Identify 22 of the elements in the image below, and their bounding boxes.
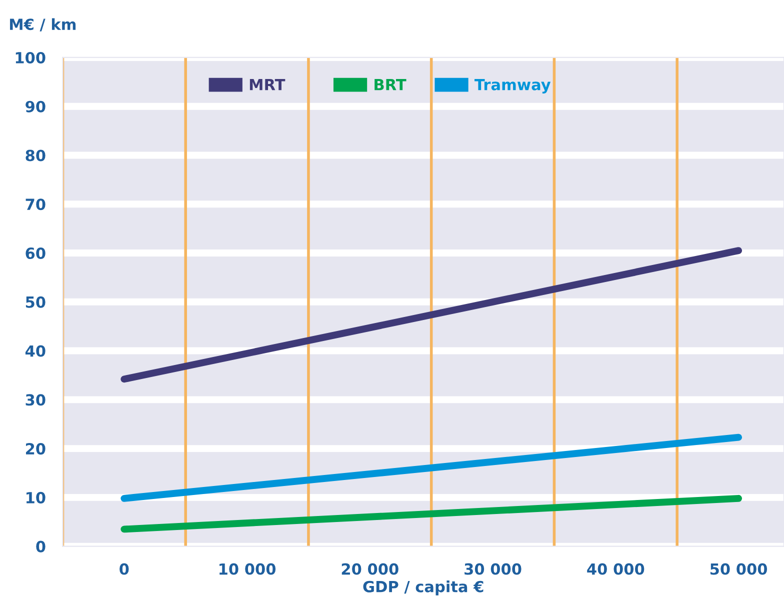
x-tick-label: 50 000 xyxy=(710,563,768,575)
y-tick-label: 20 xyxy=(26,443,46,455)
x-tick-label: 20 000 xyxy=(342,563,398,575)
y-axis-title: M€ / km xyxy=(10,18,76,32)
y-tick-label: 70 xyxy=(26,198,46,210)
y-tick-label: 40 xyxy=(25,345,46,357)
x-tick-label: 10 000 xyxy=(220,563,276,575)
legend-label: Tramway xyxy=(474,79,551,94)
y-tick-label: 30 xyxy=(26,394,46,406)
y-tick-label: 80 xyxy=(26,150,46,162)
x-tick-label: 0 xyxy=(120,563,129,575)
y-tick-label: 100 xyxy=(16,52,46,64)
y-tick-label: 90 xyxy=(26,100,46,112)
legend-label: BRT xyxy=(374,79,406,90)
y-tick-label: 10 xyxy=(26,492,46,504)
legend-label: MRT xyxy=(250,79,286,90)
y-tick-label: 60 xyxy=(26,247,46,260)
x-tick-label: 30 000 xyxy=(464,563,522,575)
y-tick-label: 0 xyxy=(36,540,46,552)
y-tick-label: 50 xyxy=(26,296,46,308)
x-tick-label: 40 000 xyxy=(587,563,644,575)
x-axis-title: GDP / capita € xyxy=(363,580,484,596)
